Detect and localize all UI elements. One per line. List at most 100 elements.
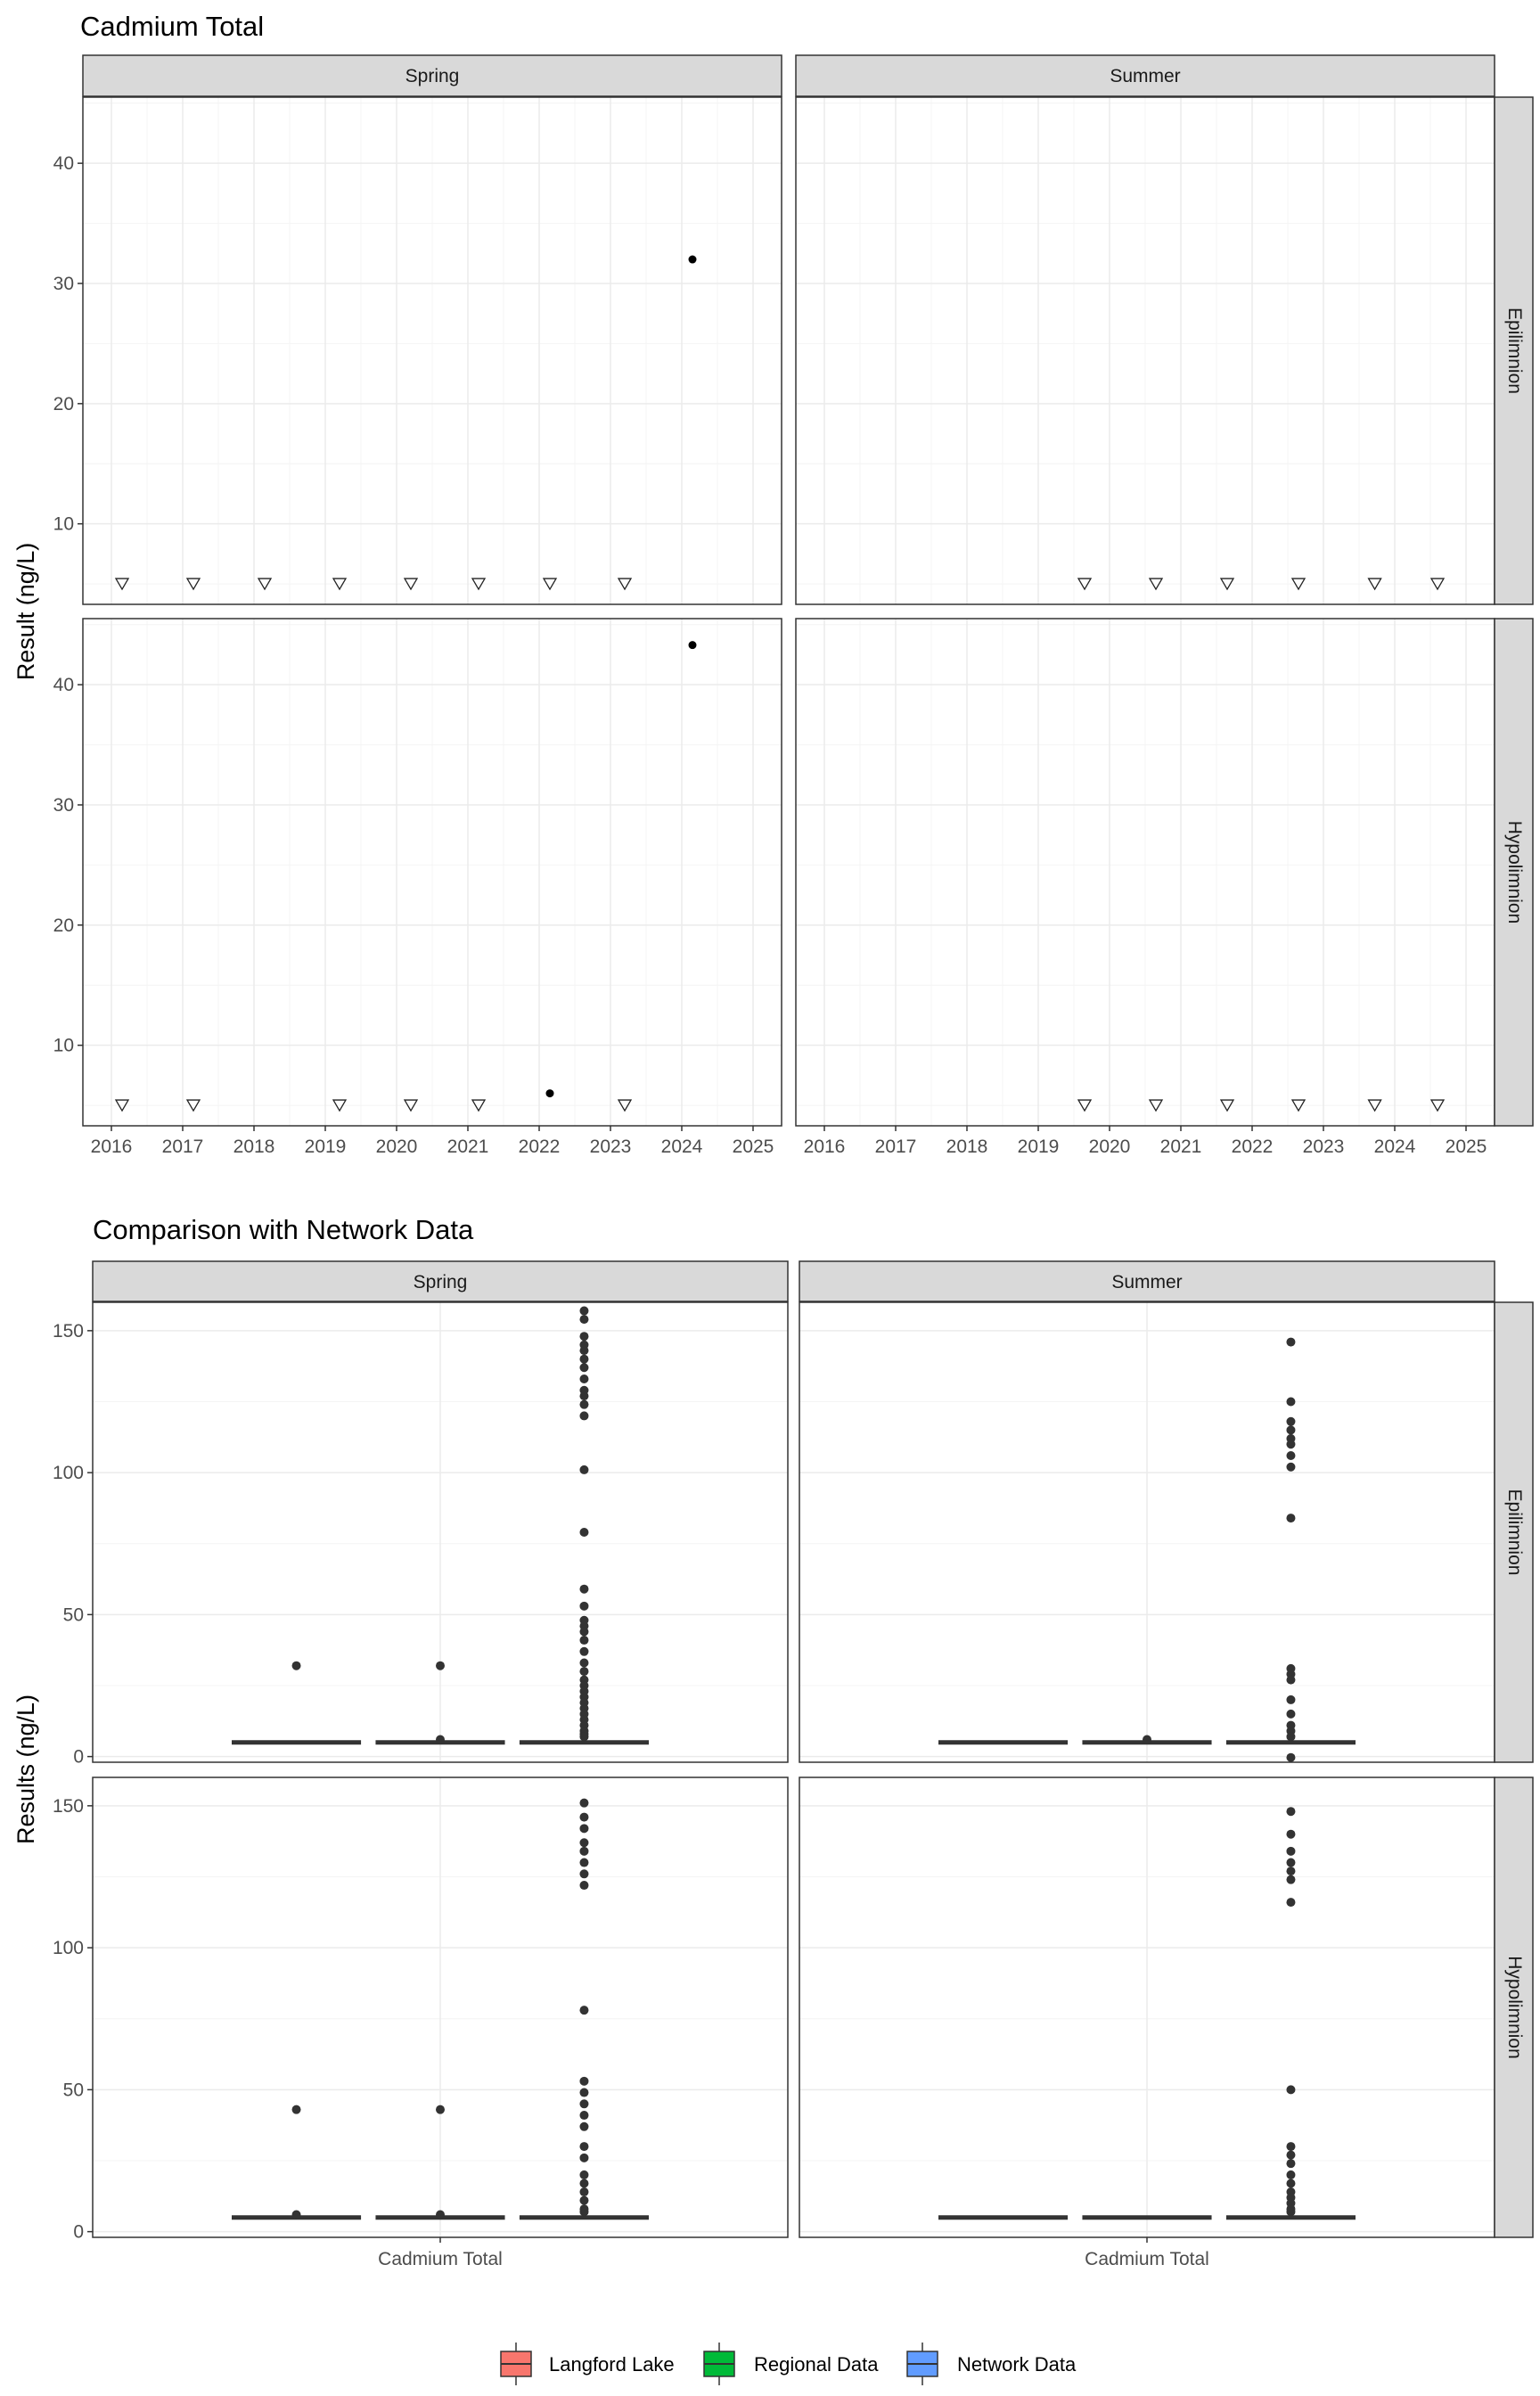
outlier-point [1286,2207,1296,2217]
outlier-point [1286,1709,1296,1719]
outlier-point [579,1627,589,1637]
outlier-point [579,1858,589,1867]
y-tick-label: 30 [53,274,74,294]
outlier-point [579,1363,589,1373]
strip-label-summer: Summer [1111,1272,1182,1292]
outlier-point [579,2142,589,2152]
strip-label-hypolimnion: Hypolimnion [1504,1956,1525,2059]
x-tick-label: 2020 [376,1136,418,1157]
outlier-point [1286,1440,1296,1449]
outlier-point [579,1306,589,1316]
outlier-point [579,2179,589,2188]
y-tick-label: 150 [53,1796,84,1817]
outlier-point [579,2195,589,2205]
outlier-point [579,1374,589,1383]
outlier-point [1286,1514,1296,1523]
outlier-point [579,2006,589,2015]
x-tick-label: 2025 [733,1136,774,1157]
outlier-point [436,1735,445,1744]
strip-label-spring: Spring [414,1272,468,1292]
below-detection-point [332,1099,348,1112]
outlier-point [1286,1867,1296,1876]
x-tick-label: 2017 [162,1136,204,1157]
outlier-point [1286,1807,1296,1817]
outlier-point [579,1465,589,1474]
below-detection-point [471,578,487,591]
strip-label-hypolimnion: Hypolimnion [1504,821,1525,924]
outlier-point [1286,1858,1296,1867]
panel-border [82,96,782,605]
below-detection-point [1367,578,1382,591]
below-detection-point [332,578,348,591]
y-axis-label-1: Result (ng/L) [12,543,39,681]
outlier-point [579,2187,589,2197]
below-detection-point [1290,578,1307,591]
x-tick-label: 2020 [1089,1136,1131,1157]
outlier-point [291,2105,301,2114]
strip-row-hypolimnion [1494,1776,1534,2238]
legend-item-network-data: Network Data [906,2343,1077,2385]
outlier-point [579,1658,589,1668]
outlier-point [436,1661,445,1670]
legend-label-network-data: Network Data [957,2353,1077,2375]
y-axis-label-2: Results (ng/L) [12,1694,39,1844]
y-tick-label: 10 [53,1036,74,1056]
below-detection-point [1367,1099,1382,1112]
below-detection-point [114,578,130,591]
outlier-point [1286,1397,1296,1407]
x-tick-label: 2024 [661,1136,703,1157]
panel-2-summer-epilimnion [799,1301,1495,1763]
below-detection-point [1290,1099,1307,1112]
outlier-point [1286,2170,1296,2179]
outlier-point [579,1846,589,1856]
outlier-point [579,1315,589,1325]
outlier-point [579,2207,589,2217]
strip-row-epilimnion [1494,1301,1534,1763]
x-tick-label: 2022 [519,1136,561,1157]
outlier-point [1286,2179,1296,2188]
legend-label-regional-data: Regional Data [754,2353,879,2375]
outlier-point [579,2153,589,2162]
y-tick-label: 20 [53,915,74,936]
x-tick-label: 2019 [1018,1136,1060,1157]
below-detection-point [617,1099,633,1112]
outlier-point [579,1812,589,1822]
outlier-point [436,2210,445,2220]
outlier-point [579,1869,589,1879]
outlier-point [1286,1898,1296,1908]
strip-label-epilimnion: Epilimnion [1504,1489,1525,1576]
x-tick-label: 2025 [1446,1136,1487,1157]
outlier-point [579,1838,589,1848]
below-detection-point [542,578,558,591]
panel-2-summer-hypolimnion: Cadmium Total [799,1752,1495,2269]
outlier-point [1286,1416,1296,1426]
x-tick-label: 2023 [590,1136,632,1157]
x-tick-label: 2022 [1232,1136,1274,1157]
detected-point [545,1089,554,1098]
outlier-point [1286,1337,1296,1347]
outlier-point [579,2099,589,2109]
legend-item-regional-data: Regional Data [703,2343,879,2385]
y-tick-label: 100 [53,1938,84,1958]
detected-point [688,255,697,264]
outlier-point [1286,1732,1296,1742]
x-tick-label: 2016 [804,1136,846,1157]
below-detection-point [1148,1099,1164,1112]
outlier-point [1286,1675,1296,1685]
below-detection-point [1429,1099,1446,1112]
panel-border [92,1301,789,1763]
outlier-point [291,2210,301,2220]
x-tick-label: 2018 [946,1136,988,1157]
y-tick-label: 150 [53,1321,84,1342]
below-detection-point [185,578,201,591]
panel-2-spring-epilimnion: 0 50 100 150 [53,1301,789,1768]
outlier-point [579,2088,589,2097]
strip-column-spring [82,54,782,97]
outlier-point [1286,1752,1296,1762]
panel-1-spring-hypolimnion: 10 20 30 40 2016 2017 2018 2019 2020 2021 2022 2023… [53,618,782,1157]
outlier-point [1286,1462,1296,1472]
y-tick-label: 40 [53,675,74,695]
x-tick-label: 2017 [875,1136,917,1157]
below-detection-point [403,1099,419,1112]
outlier-point [1286,2085,1296,2095]
